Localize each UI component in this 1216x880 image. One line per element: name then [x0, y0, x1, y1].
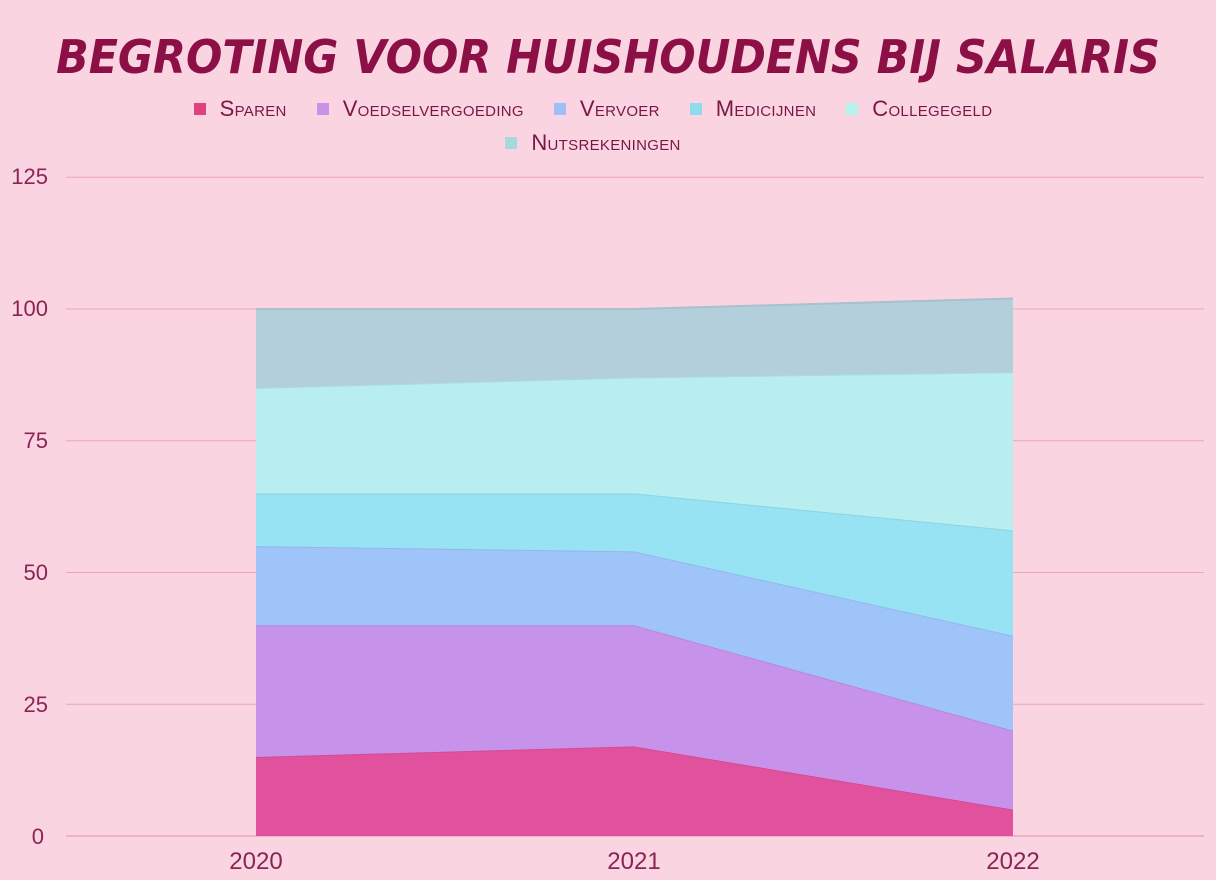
y-tick-label: 0 [31, 824, 44, 849]
legend-label: Voedselvergoeding [342, 96, 524, 121]
y-tick-label: 25 [23, 692, 48, 717]
legend-swatch-vervoer [553, 103, 566, 115]
y-tick-label: 50 [23, 560, 48, 585]
x-tick-label: 2021 [607, 848, 661, 875]
x-tick-label: 2020 [229, 848, 283, 875]
legend-label: Sparen [219, 96, 287, 121]
y-tick-label: 75 [23, 428, 48, 453]
legend-swatch-medicijnen [689, 103, 702, 115]
legend-item-nutsrekeningen[interactable]: Nutsrekeningen [505, 130, 680, 156]
legend-label: Vervoer [579, 96, 660, 121]
legend-item-voedselvergoeding[interactable]: Voedselvergoeding [316, 96, 524, 122]
chart-title: BEGROTING VOOR HUISHOUDENS BIJ SALARIS [56, 30, 1160, 84]
y-tick-label: 125 [11, 164, 48, 189]
legend-swatch-sparen [193, 103, 206, 115]
legend-item-sparen[interactable]: Sparen [193, 96, 287, 122]
y-tick-label: 100 [11, 296, 48, 321]
area-collegegeld[interactable] [256, 372, 1013, 531]
legend-item-medicijnen[interactable]: Medicijnen [689, 96, 817, 122]
area-medicijnen[interactable] [256, 493, 1013, 636]
legend-swatch-nutsrekeningen [505, 137, 518, 149]
legend-label: Collegegeld [872, 96, 993, 121]
legend-swatch-voedselvergoeding [316, 103, 329, 115]
area-voedselvergoeding[interactable] [256, 625, 1013, 810]
legend-label: Medicijnen [715, 96, 817, 121]
area-sparen[interactable] [256, 746, 1013, 836]
x-tick-label: 2022 [986, 848, 1040, 875]
legend-item-collegegeld[interactable]: Collegegeld [846, 96, 992, 122]
legend-label: Nutsrekeningen [531, 130, 681, 155]
legend: Sparen Voedselvergoeding Vervoer Medicij… [100, 96, 1116, 156]
legend-swatch-collegegeld [846, 103, 859, 115]
area-vervoer[interactable] [256, 546, 1013, 731]
area-edge [256, 297, 1014, 310]
legend-item-vervoer[interactable]: Vervoer [553, 96, 660, 122]
area-nutsrekeningen[interactable] [256, 298, 1013, 389]
